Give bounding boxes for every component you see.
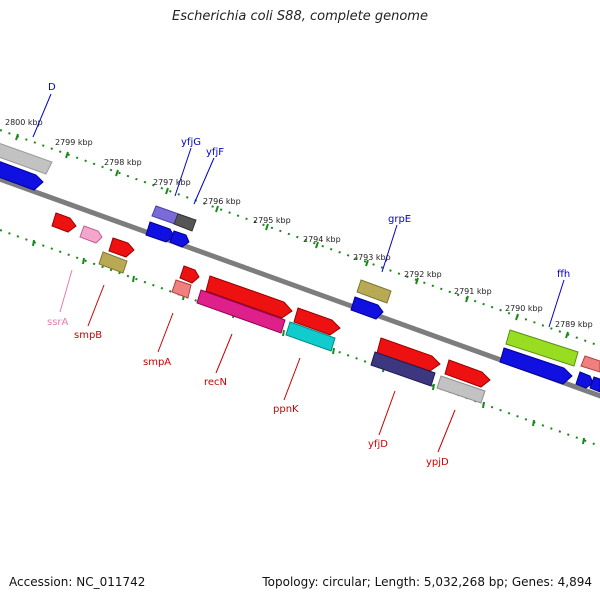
gene-feature xyxy=(350,296,384,320)
gene-feature xyxy=(169,230,190,248)
gene-feature xyxy=(499,347,573,385)
gene-feature xyxy=(179,265,200,284)
tick-label-2796: 2796 kbp xyxy=(203,197,241,206)
gene-feature xyxy=(356,279,392,304)
gene-feature xyxy=(145,221,175,243)
gene-feature xyxy=(171,279,192,299)
gene-label-yfjF: yfjF xyxy=(206,147,224,158)
gene-feature xyxy=(293,307,341,336)
tick-label-2791: 2791 kbp xyxy=(454,287,492,296)
lower-tick-track xyxy=(0,229,600,447)
gene-label-grpE: grpE xyxy=(388,214,411,225)
gene-label-recN: recN xyxy=(204,377,227,388)
upper-callouts xyxy=(32,93,565,328)
gene-feature xyxy=(79,225,103,244)
gene-feature xyxy=(436,375,486,404)
gene-feature xyxy=(173,213,197,232)
gene-feature xyxy=(0,161,44,191)
gene-feature xyxy=(580,355,600,373)
gene-label-D: D xyxy=(48,82,56,93)
tick-label-2797: 2797 kbp xyxy=(153,178,191,187)
tick-label-2795: 2795 kbp xyxy=(253,216,291,225)
genome-backbone xyxy=(0,176,600,399)
tick-label-2790: 2790 kbp xyxy=(505,304,543,313)
tick-label-2799: 2799 kbp xyxy=(55,138,93,147)
map-title: Escherichia coli S88, complete genome xyxy=(172,9,428,24)
gene-label-ppnK: ppnK xyxy=(273,404,299,415)
gene-label-yfjD: yfjD xyxy=(368,439,388,450)
gene-feature xyxy=(444,359,491,388)
gene-label-ffh: ffh xyxy=(557,269,570,280)
lower-callouts xyxy=(87,284,456,453)
tick-label-2798: 2798 kbp xyxy=(104,158,142,167)
gene-label-smpA: smpA xyxy=(143,357,171,368)
tick-label-2794: 2794 kbp xyxy=(303,235,341,244)
upper-major-ticks xyxy=(15,133,569,339)
gene-feature xyxy=(196,289,286,334)
gene-feature xyxy=(285,321,336,352)
gene-feature xyxy=(370,351,436,387)
gene-feature xyxy=(575,371,594,389)
upper-tick-track xyxy=(0,129,600,347)
gene-label-ypjD: ypjD xyxy=(426,457,449,468)
tick-label-2800: 2800 kbp xyxy=(5,118,43,127)
ssrA-callout xyxy=(59,269,73,313)
gene-label-smpB: smpB xyxy=(74,330,102,341)
tick-label-2793: 2793 kbp xyxy=(353,253,391,262)
gene-feature xyxy=(505,329,579,367)
gene-feature xyxy=(51,212,77,233)
tick-label-2789: 2789 kbp xyxy=(555,320,593,329)
gene-feature xyxy=(205,275,293,319)
gene-feature xyxy=(98,251,128,274)
gene-feature xyxy=(589,376,600,393)
gene-feature xyxy=(0,143,53,175)
gene-feature xyxy=(376,337,441,372)
accession-text: Accession: NC_011742 xyxy=(9,575,146,589)
gene-label-yfjG: yfjG xyxy=(181,137,201,148)
genome-summary-text: Topology: circular; Length: 5,032,268 bp… xyxy=(262,575,592,589)
gene-feature xyxy=(108,237,135,258)
gene-label-ssrA: ssrA xyxy=(47,317,69,328)
tick-label-2792: 2792 kbp xyxy=(404,270,442,279)
